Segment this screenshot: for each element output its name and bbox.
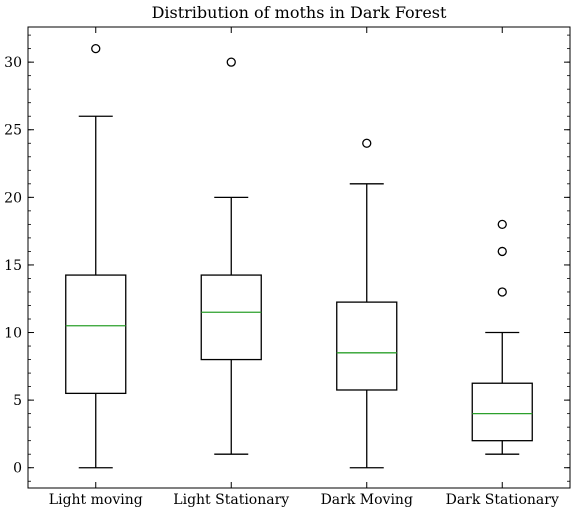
outlier-point — [91, 43, 101, 54]
boxplot-4 — [471, 219, 533, 455]
outlier-point — [497, 246, 507, 257]
iqr-box — [200, 274, 262, 361]
outlier-point — [362, 138, 372, 148]
y-tick-label: 5 — [13, 393, 22, 409]
boxes-layer — [65, 43, 533, 469]
y-tick-label: 30 — [4, 55, 22, 71]
x-tick-label: Light Stationary — [173, 492, 289, 508]
boxplot-3 — [336, 138, 398, 469]
outlier-point — [226, 57, 236, 67]
chart-title: Distribution of moths in Dark Forest — [152, 3, 447, 22]
y-tick-label: 15 — [4, 258, 22, 274]
y-tick-label: 20 — [4, 190, 22, 206]
y-tick-label: 10 — [4, 326, 22, 342]
outlier-point — [497, 219, 507, 230]
boxplot-1 — [65, 43, 127, 469]
x-tick-label: Dark Moving — [321, 492, 413, 508]
x-tick-label: Dark Stationary — [446, 492, 559, 508]
x-tick-label: Light moving — [49, 492, 143, 508]
iqr-box — [65, 274, 127, 395]
y-tick-label: 0 — [13, 461, 22, 477]
plot-frame — [27, 26, 571, 489]
iqr-box — [336, 301, 398, 391]
boxplot-2 — [200, 57, 262, 455]
outlier-point — [497, 287, 507, 297]
iqr-box — [471, 382, 533, 442]
axes-layer: 0 5 10 15 20 25 30 Light moving Light Stationary… — [4, 27, 570, 508]
y-tick-label: 25 — [4, 123, 22, 139]
